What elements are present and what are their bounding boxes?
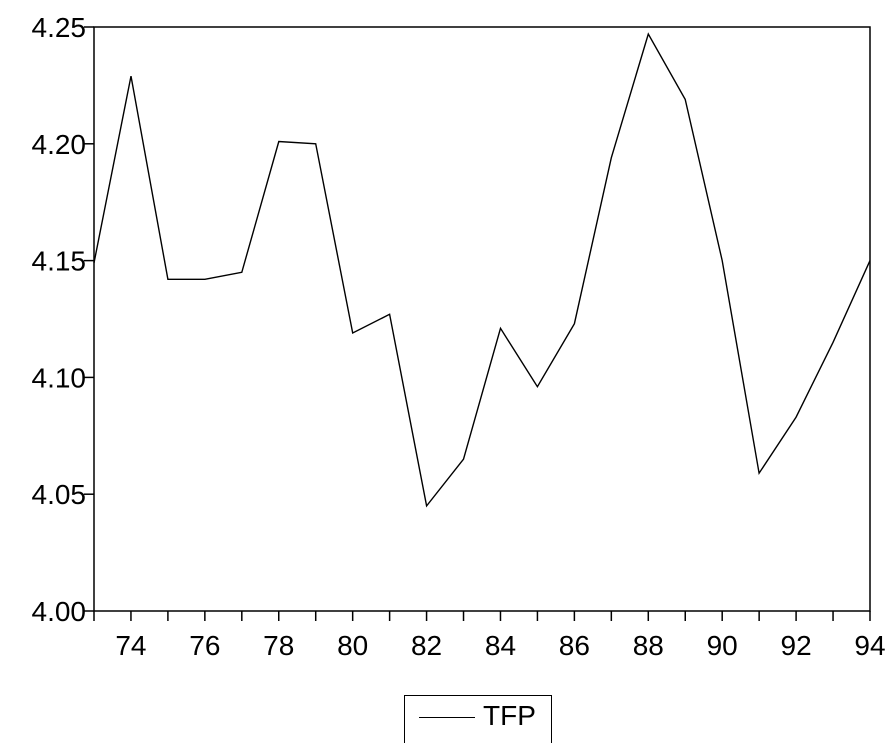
x-tick-label: 94 [854,630,885,661]
legend-line-swatch [419,717,475,718]
x-axis: 74 76 78 80 82 84 86 88 90 92 94 [93,611,886,661]
y-tick-label: 4.05 [32,479,87,510]
x-tick-label: 80 [337,630,368,661]
plot-border [93,26,871,612]
legend-label-tfp: TFP [483,700,536,731]
x-tick-label: 82 [411,630,442,661]
series-line-tfp [93,32,871,508]
x-tick-label: 74 [115,630,146,661]
x-tick-label: 90 [707,630,738,661]
legend: TFP [404,695,552,743]
y-tick-label: 4.00 [32,596,87,627]
y-tick-label: 4.15 [32,246,87,277]
y-axis: 4.00 4.05 4.10 4.15 4.20 4.25 [32,12,94,627]
x-tick-label: 88 [633,630,664,661]
x-tick-label: 92 [781,630,812,661]
plot-area [93,26,871,612]
y-tick-label: 4.25 [32,12,87,43]
x-tick-label: 86 [559,630,590,661]
x-tick-label: 84 [485,630,516,661]
y-tick-label: 4.10 [32,362,87,393]
x-tick-label: 78 [263,630,294,661]
x-tick-label: 76 [189,630,220,661]
series-layer [93,32,871,508]
y-tick-label: 4.20 [32,129,87,160]
